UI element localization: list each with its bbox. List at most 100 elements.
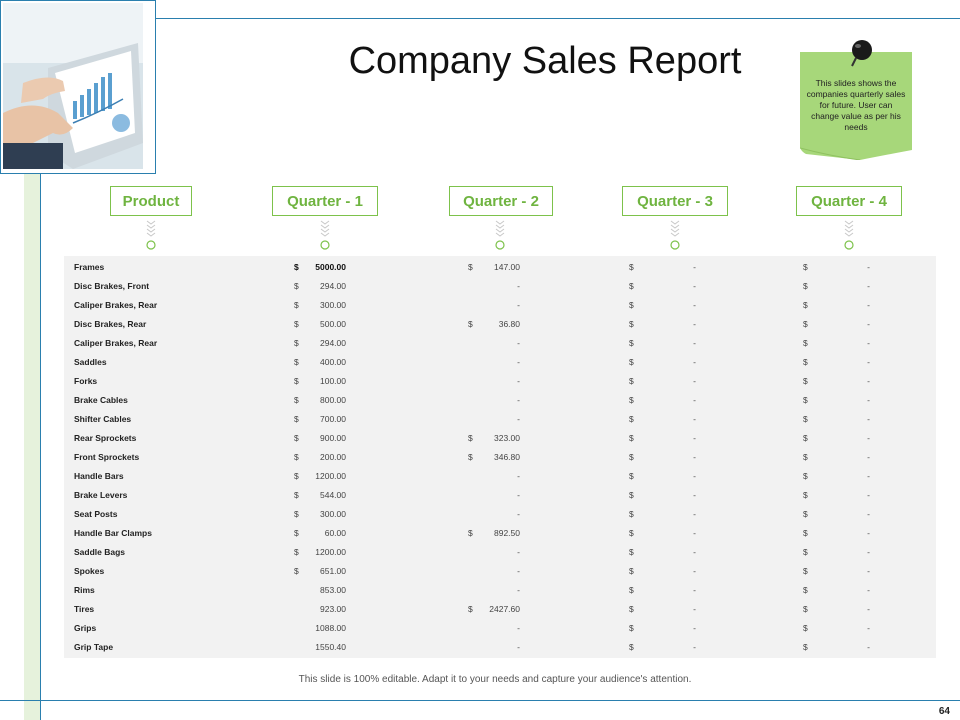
q3-value: - [693, 433, 696, 443]
q4-value: - [867, 547, 870, 557]
q1-currency: $ [294, 509, 299, 519]
q4-currency: $ [803, 262, 808, 272]
product-name: Grip Tape [74, 642, 114, 652]
photo-frame [0, 0, 156, 174]
q4-value: - [867, 319, 870, 329]
q1-value: 60.00 [324, 528, 346, 538]
q1-value: 1088.00 [315, 623, 346, 633]
q3-currency: $ [629, 376, 634, 386]
table-row: Shifter Cables $ 700.00 - $ - $ - [64, 409, 936, 428]
table-row: Saddle Bags $ 1200.00 - $ - $ - [64, 542, 936, 561]
q3-value: - [693, 319, 696, 329]
header-quarter-2: Quarter - 2 [449, 186, 553, 216]
q3-currency: $ [629, 262, 634, 272]
product-name: Shifter Cables [74, 414, 132, 424]
q4-currency: $ [803, 414, 808, 424]
q3-currency: $ [629, 414, 634, 424]
table-row: Disc Brakes, Front $ 294.00 - $ - $ - [64, 276, 936, 295]
q1-currency: $ [294, 395, 299, 405]
q1-value: 923.00 [320, 604, 346, 614]
left-decorative-strip [24, 0, 40, 720]
q4-currency: $ [803, 566, 808, 576]
q3-currency: $ [629, 547, 634, 557]
q4-currency: $ [803, 452, 808, 462]
product-name: Disc Brakes, Front [74, 281, 150, 291]
table-row: Caliper Brakes, Rear $ 300.00 - $ - $ - [64, 295, 936, 314]
q1-value: 100.00 [320, 376, 346, 386]
product-name: Spokes [74, 566, 105, 576]
q3-value: - [693, 471, 696, 481]
q1-currency: $ [294, 319, 299, 329]
q2-value: - [517, 338, 520, 348]
header-quarter-3: Quarter - 3 [622, 186, 728, 216]
q3-value: - [693, 528, 696, 538]
q2-value: 346.80 [494, 452, 520, 462]
q1-currency: $ [294, 433, 299, 443]
q1-currency: $ [294, 471, 299, 481]
q1-value: 1200.00 [315, 471, 346, 481]
q4-value: - [867, 509, 870, 519]
q3-currency: $ [629, 509, 634, 519]
q2-value: 323.00 [494, 433, 520, 443]
q4-value: - [867, 262, 870, 272]
q2-currency: $ [468, 262, 473, 272]
table-row: Saddles $ 400.00 - $ - $ - [64, 352, 936, 371]
table-row: Tires 923.00 $ 2427.60 $ - $ - [64, 599, 936, 618]
table-row: Handle Bars $ 1200.00 - $ - $ - [64, 466, 936, 485]
q1-value: 500.00 [320, 319, 346, 329]
q4-value: - [867, 452, 870, 462]
page-number: 64 [938, 706, 950, 717]
q4-currency: $ [803, 604, 808, 614]
q1-value: 294.00 [320, 281, 346, 291]
q3-currency: $ [629, 566, 634, 576]
q3-value: - [693, 642, 696, 652]
q4-currency: $ [803, 509, 808, 519]
header-product: Product [110, 186, 192, 216]
q1-currency: $ [294, 376, 299, 386]
q2-currency: $ [468, 452, 473, 462]
q4-currency: $ [803, 585, 808, 595]
q1-value: 1550.40 [315, 642, 346, 652]
q4-value: - [867, 642, 870, 652]
q1-value: 900.00 [320, 433, 346, 443]
header-quarter-1: Quarter - 1 [272, 186, 378, 216]
q3-value: - [693, 604, 696, 614]
q2-value: - [517, 357, 520, 367]
q1-value: 800.00 [320, 395, 346, 405]
q3-value: - [693, 623, 696, 633]
product-name: Seat Posts [74, 509, 118, 519]
table-row: Forks $ 100.00 - $ - $ - [64, 371, 936, 390]
q2-currency: $ [468, 528, 473, 538]
chevron-connector-icon [495, 220, 505, 250]
sticky-note [800, 52, 912, 160]
q3-value: - [693, 509, 696, 519]
q2-value: - [517, 490, 520, 500]
q2-value: - [517, 509, 520, 519]
q4-currency: $ [803, 338, 808, 348]
q3-value: - [693, 585, 696, 595]
q2-value: - [517, 376, 520, 386]
table-row: Brake Levers $ 544.00 - $ - $ - [64, 485, 936, 504]
q4-value: - [867, 490, 870, 500]
q3-currency: $ [629, 623, 634, 633]
q1-value: 200.00 [320, 452, 346, 462]
q1-currency: $ [294, 566, 299, 576]
q3-value: - [693, 547, 696, 557]
table-row: Spokes $ 651.00 - $ - $ - [64, 561, 936, 580]
q1-value: 853.00 [320, 585, 346, 595]
q3-currency: $ [629, 528, 634, 538]
table-row: Front Sprockets $ 200.00 $ 346.80 $ - $ … [64, 447, 936, 466]
table-row: Frames $ 5000.00 $ 147.00 $ - $ - [64, 257, 936, 276]
q1-value: 651.00 [320, 566, 346, 576]
q1-value: 300.00 [320, 509, 346, 519]
q3-value: - [693, 376, 696, 386]
table-row: Brake Cables $ 800.00 - $ - $ - [64, 390, 936, 409]
q4-value: - [867, 433, 870, 443]
table-row: Handle Bar Clamps $ 60.00 $ 892.50 $ - $… [64, 523, 936, 542]
q4-value: - [867, 357, 870, 367]
q3-currency: $ [629, 642, 634, 652]
q2-currency: $ [468, 319, 473, 329]
q3-currency: $ [629, 604, 634, 614]
q4-currency: $ [803, 357, 808, 367]
q2-value: - [517, 623, 520, 633]
